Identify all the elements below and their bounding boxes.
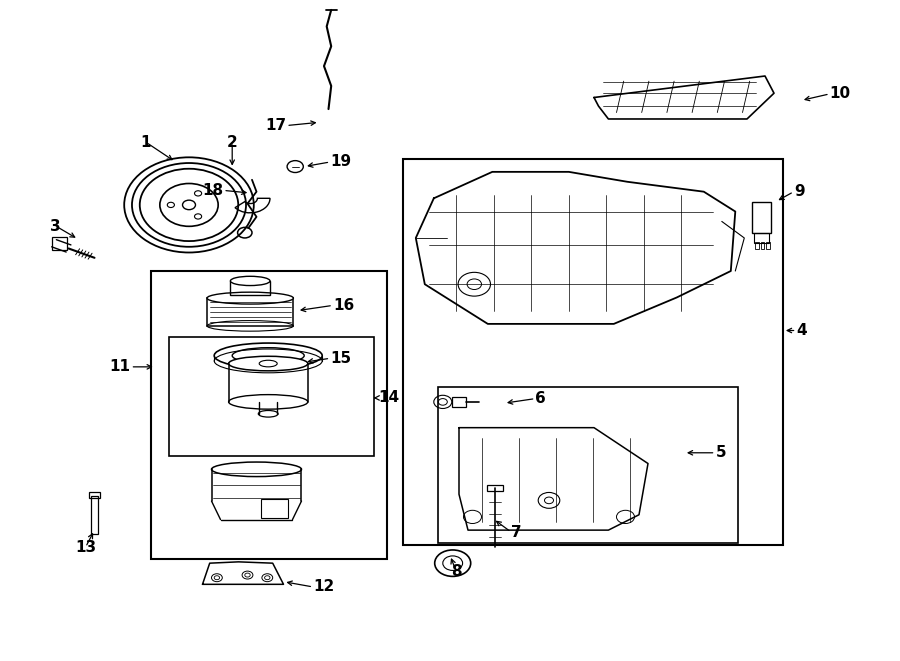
Bar <box>52 237 67 250</box>
Text: 18: 18 <box>202 183 223 198</box>
Bar <box>207 298 293 326</box>
Ellipse shape <box>230 276 270 286</box>
Text: 3: 3 <box>50 219 61 233</box>
Text: 4: 4 <box>796 323 807 338</box>
Text: 6: 6 <box>536 391 546 406</box>
Bar <box>230 281 270 295</box>
Text: 15: 15 <box>330 351 351 366</box>
Text: 7: 7 <box>511 525 522 539</box>
Ellipse shape <box>207 292 293 304</box>
Bar <box>755 242 759 249</box>
Text: 2: 2 <box>227 135 238 149</box>
Bar <box>261 499 288 518</box>
Text: 5: 5 <box>716 446 726 460</box>
Text: 11: 11 <box>110 360 130 374</box>
Bar <box>766 242 770 249</box>
Bar <box>403 159 783 545</box>
Text: 14: 14 <box>378 391 399 405</box>
Text: 19: 19 <box>330 155 351 169</box>
Bar <box>169 337 374 456</box>
Bar <box>91 496 98 534</box>
Bar <box>760 242 764 249</box>
Bar <box>487 485 503 491</box>
Text: 12: 12 <box>313 580 335 594</box>
Text: 10: 10 <box>830 87 850 101</box>
Text: 9: 9 <box>794 184 805 199</box>
Bar <box>754 233 769 243</box>
Bar <box>452 397 466 407</box>
Ellipse shape <box>229 356 308 371</box>
Text: 1: 1 <box>140 135 151 149</box>
Ellipse shape <box>212 462 302 477</box>
Text: 8: 8 <box>451 564 462 579</box>
Text: 16: 16 <box>333 298 355 313</box>
Text: 13: 13 <box>75 540 96 555</box>
Text: 17: 17 <box>266 118 286 133</box>
Bar <box>151 271 387 559</box>
Bar <box>438 387 738 543</box>
Bar <box>752 202 771 233</box>
Bar <box>89 492 100 498</box>
